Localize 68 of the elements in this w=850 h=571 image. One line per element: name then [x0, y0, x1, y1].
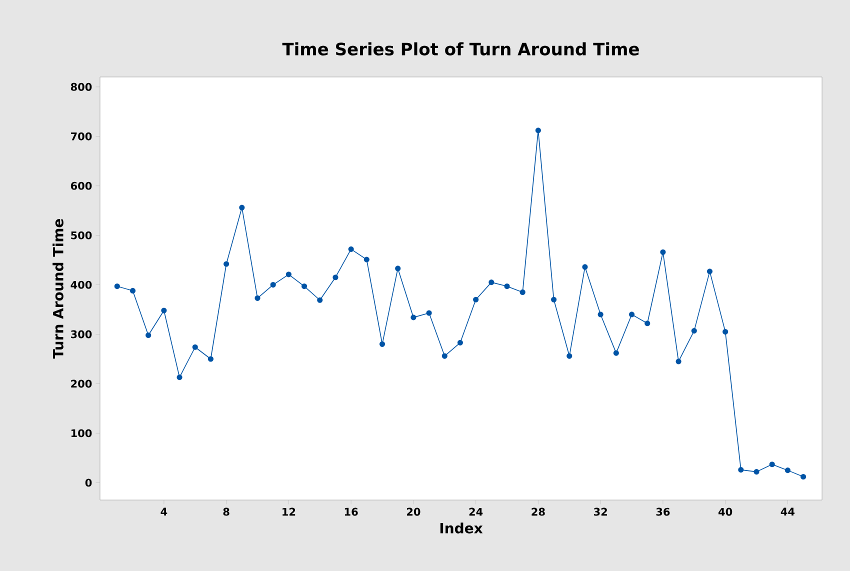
x-tick-label: 16	[344, 508, 358, 516]
point	[628, 312, 635, 318]
x-tick-label: 32	[594, 508, 607, 516]
point	[520, 289, 526, 296]
point	[535, 128, 541, 134]
x-tick-label: 4	[160, 508, 168, 516]
y-tick-label: 500	[71, 231, 92, 240]
point	[644, 320, 650, 326]
point	[161, 308, 167, 314]
point	[224, 261, 230, 267]
y-tick-label: 0	[85, 478, 92, 487]
point	[208, 356, 214, 362]
point	[192, 344, 198, 350]
y-tick-label: 400	[70, 280, 92, 289]
point	[660, 249, 666, 255]
x-tick-label: 24	[469, 508, 483, 516]
point	[706, 268, 713, 274]
x-tick-label: 36	[656, 508, 670, 516]
point	[426, 310, 432, 316]
x-axis-title: Index	[440, 522, 483, 534]
point	[769, 462, 775, 468]
point	[317, 297, 323, 303]
point	[738, 467, 744, 473]
y-tick-label: 600	[70, 182, 92, 190]
point	[270, 282, 276, 288]
point	[176, 374, 182, 380]
point	[410, 314, 416, 320]
x-tick-label: 20	[406, 508, 420, 516]
chart-title: Time Series Plot of Turn Around Time	[282, 42, 639, 56]
y-tick-label: 700	[70, 132, 92, 140]
point	[722, 328, 728, 335]
x-tick-label: 12	[282, 508, 296, 516]
point	[582, 264, 588, 270]
point	[146, 332, 152, 338]
point	[348, 246, 354, 252]
point	[613, 350, 619, 356]
point	[457, 340, 464, 346]
y-tick-label: 300	[70, 330, 92, 338]
point	[130, 288, 136, 294]
point	[504, 283, 510, 290]
y-tick-label: 800	[70, 82, 92, 91]
point	[254, 295, 260, 301]
point	[442, 353, 448, 359]
point	[239, 204, 245, 210]
point	[691, 328, 697, 334]
x-tick-label: 8	[223, 508, 230, 516]
x-tick-label: 44	[780, 508, 795, 516]
point	[286, 272, 292, 278]
y-tick-label: 200	[71, 380, 92, 388]
point	[301, 283, 308, 290]
point	[332, 274, 338, 280]
point	[379, 341, 386, 347]
point	[488, 280, 494, 286]
point	[598, 312, 604, 318]
point	[395, 266, 401, 272]
point	[473, 296, 479, 302]
point	[566, 353, 572, 359]
point	[550, 296, 557, 302]
point	[676, 358, 682, 364]
point	[364, 256, 370, 262]
x-tick-label: 28	[532, 508, 545, 516]
point	[754, 469, 760, 475]
point	[114, 283, 120, 290]
x-tick-label: 40	[718, 508, 732, 516]
y-axis-title: Turn Around Time	[52, 219, 64, 359]
y-tick-label: 100	[71, 429, 92, 438]
point	[800, 474, 806, 480]
point	[784, 468, 791, 474]
